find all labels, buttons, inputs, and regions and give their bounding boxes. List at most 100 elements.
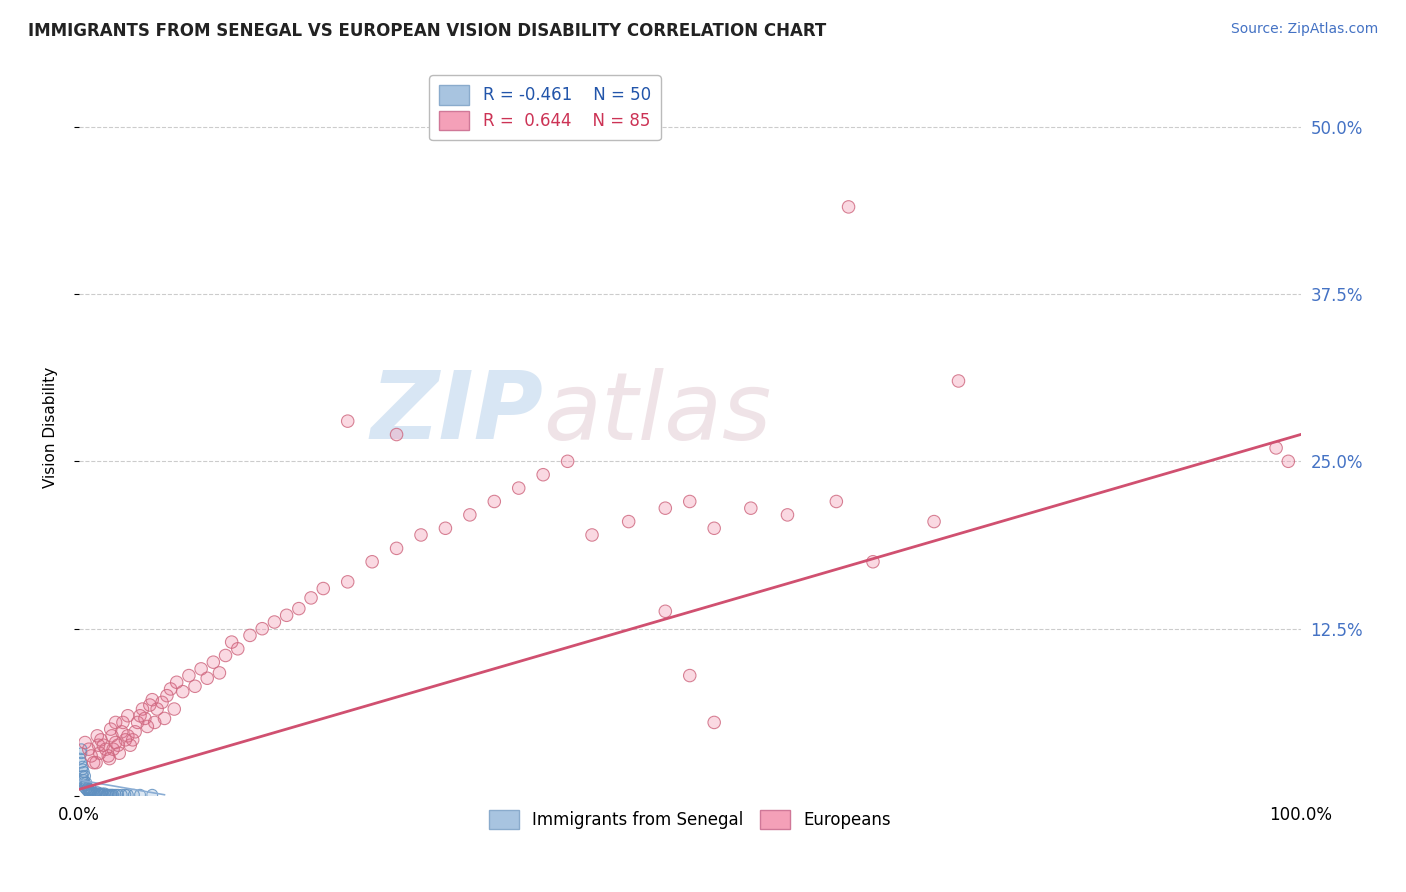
Point bbox=[214, 648, 236, 663]
Point bbox=[94, 788, 117, 802]
Point bbox=[122, 788, 145, 802]
Point bbox=[654, 604, 676, 618]
Point bbox=[484, 494, 506, 508]
Point bbox=[90, 732, 112, 747]
Point bbox=[409, 528, 432, 542]
Point bbox=[111, 724, 134, 739]
Point bbox=[361, 555, 384, 569]
Point bbox=[172, 684, 194, 698]
Point bbox=[276, 608, 298, 623]
Point bbox=[93, 786, 115, 800]
Point bbox=[79, 783, 101, 797]
Point bbox=[76, 783, 98, 797]
Point bbox=[111, 788, 134, 802]
Point bbox=[79, 786, 101, 800]
Point bbox=[143, 715, 166, 730]
Point bbox=[76, 780, 98, 795]
Point bbox=[80, 785, 103, 799]
Point bbox=[77, 785, 100, 799]
Point bbox=[79, 786, 101, 800]
Point bbox=[141, 692, 163, 706]
Point bbox=[239, 628, 262, 642]
Point bbox=[87, 786, 110, 800]
Point bbox=[89, 786, 111, 800]
Point bbox=[214, 648, 236, 663]
Point bbox=[1265, 441, 1288, 455]
Point bbox=[838, 200, 860, 214]
Point bbox=[76, 780, 98, 795]
Point bbox=[617, 515, 640, 529]
Point bbox=[312, 582, 335, 596]
Point bbox=[86, 785, 108, 799]
Point bbox=[83, 756, 105, 770]
Point bbox=[776, 508, 799, 522]
Point bbox=[70, 756, 93, 770]
Point bbox=[73, 769, 96, 783]
Point bbox=[91, 786, 114, 800]
Point bbox=[150, 695, 173, 709]
Point bbox=[163, 702, 186, 716]
Point bbox=[299, 591, 322, 605]
Point bbox=[146, 702, 169, 716]
Point bbox=[679, 494, 702, 508]
Point bbox=[93, 788, 115, 802]
Point bbox=[107, 788, 129, 802]
Point bbox=[153, 711, 176, 725]
Point bbox=[221, 635, 243, 649]
Point bbox=[458, 508, 481, 522]
Point bbox=[1277, 454, 1299, 468]
Point bbox=[825, 494, 848, 508]
Point bbox=[740, 501, 762, 516]
Point bbox=[70, 746, 93, 760]
Point bbox=[73, 780, 96, 795]
Point bbox=[122, 788, 145, 802]
Point bbox=[208, 665, 231, 680]
Point bbox=[336, 414, 359, 428]
Point bbox=[101, 742, 124, 756]
Point bbox=[159, 681, 181, 696]
Point bbox=[1265, 441, 1288, 455]
Point bbox=[77, 742, 100, 756]
Point bbox=[226, 641, 249, 656]
Point bbox=[336, 574, 359, 589]
Point bbox=[77, 785, 100, 799]
Point bbox=[124, 724, 146, 739]
Y-axis label: Vision Disability: Vision Disability bbox=[44, 368, 58, 489]
Point bbox=[84, 786, 107, 800]
Point bbox=[361, 555, 384, 569]
Point bbox=[250, 622, 273, 636]
Point bbox=[80, 785, 103, 799]
Point bbox=[86, 729, 108, 743]
Point bbox=[143, 715, 166, 730]
Point bbox=[97, 748, 120, 763]
Point bbox=[97, 748, 120, 763]
Point bbox=[922, 515, 945, 529]
Point bbox=[77, 782, 100, 797]
Point bbox=[409, 528, 432, 542]
Point bbox=[83, 786, 105, 800]
Point bbox=[107, 738, 129, 752]
Point bbox=[96, 788, 118, 802]
Point bbox=[73, 775, 96, 789]
Point bbox=[136, 719, 159, 733]
Point bbox=[73, 778, 96, 792]
Point bbox=[77, 742, 100, 756]
Point bbox=[84, 786, 107, 800]
Point bbox=[166, 675, 188, 690]
Point bbox=[104, 715, 127, 730]
Point bbox=[703, 521, 725, 535]
Point bbox=[139, 698, 162, 712]
Point bbox=[141, 692, 163, 706]
Point bbox=[288, 601, 311, 615]
Point bbox=[385, 427, 408, 442]
Point bbox=[703, 521, 725, 535]
Point bbox=[75, 778, 97, 792]
Point bbox=[86, 729, 108, 743]
Point bbox=[117, 708, 139, 723]
Point bbox=[703, 715, 725, 730]
Point bbox=[581, 528, 603, 542]
Point bbox=[73, 764, 96, 779]
Point bbox=[166, 675, 188, 690]
Point bbox=[131, 702, 153, 716]
Point bbox=[190, 662, 212, 676]
